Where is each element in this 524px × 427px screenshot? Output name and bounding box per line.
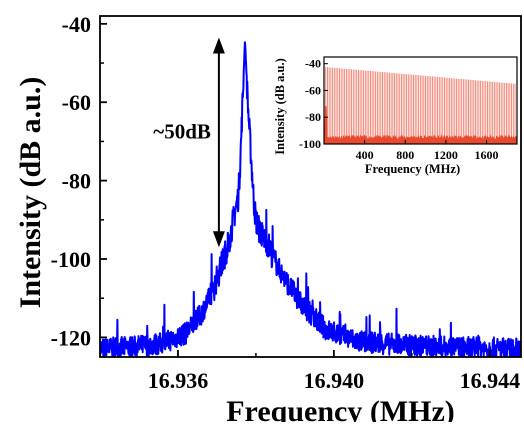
annotation-arrow-head-top	[212, 37, 225, 54]
main-x-axis-title: Frequency (MHz)	[226, 395, 455, 422]
inset-x-tick-label: 800	[396, 148, 414, 162]
inset-x-tick-label: 1200	[434, 148, 458, 162]
main-x-tick-label: 16.944	[460, 368, 521, 393]
main-y-axis-title: Intensity (dB a.u.)	[14, 77, 47, 309]
main-series-line	[100, 41, 521, 357]
inset-y-tick-label: -100	[299, 137, 321, 151]
main-x-tick-label: 16.940	[304, 368, 365, 393]
inset-x-tick-label: 1600	[475, 148, 499, 162]
inset-plot-frame	[323, 56, 518, 145]
inset-x-tick-label: 400	[356, 148, 374, 162]
inset-y-tick-label: -80	[305, 110, 321, 124]
main-x-tick-label: 16.936	[148, 368, 209, 393]
annotation-arrow-head-bottom	[212, 231, 225, 248]
inset-x-axis-title: Frequency (MHz)	[365, 162, 460, 176]
inset-plot: 400 800 1200 1600 -40 -60 -80 -100 Frequency (…	[273, 56, 518, 176]
main-y-tick-label: -60	[62, 90, 91, 115]
main-y-tick-label: -80	[62, 169, 91, 194]
inset-y-axis-title: Intensity (dB a.u.)	[273, 58, 287, 155]
main-annotation: ~50dB	[153, 37, 225, 248]
inset-y-tick-label: -40	[305, 57, 321, 71]
main-y-tick-label: -120	[51, 325, 91, 350]
annotation-label: ~50dB	[153, 119, 211, 143]
main-y-tick-label: -40	[62, 12, 91, 37]
inset-noise-floor	[324, 106, 517, 144]
main-x-ticks: 16.936 16.940 16.944	[148, 350, 520, 393]
inset-y-tick-label: -60	[305, 83, 321, 97]
main-plot-frame	[99, 15, 522, 358]
inset-data-layer	[324, 67, 517, 144]
main-y-ticks: -40 -60 -80 -100 -120	[51, 12, 107, 350]
main-y-tick-label: -100	[51, 247, 91, 272]
inset-y-ticks: -40 -60 -80 -100	[299, 57, 328, 151]
main-data-layer	[100, 41, 521, 357]
inset-x-ticks: 400 800 1200 1600	[356, 140, 499, 162]
